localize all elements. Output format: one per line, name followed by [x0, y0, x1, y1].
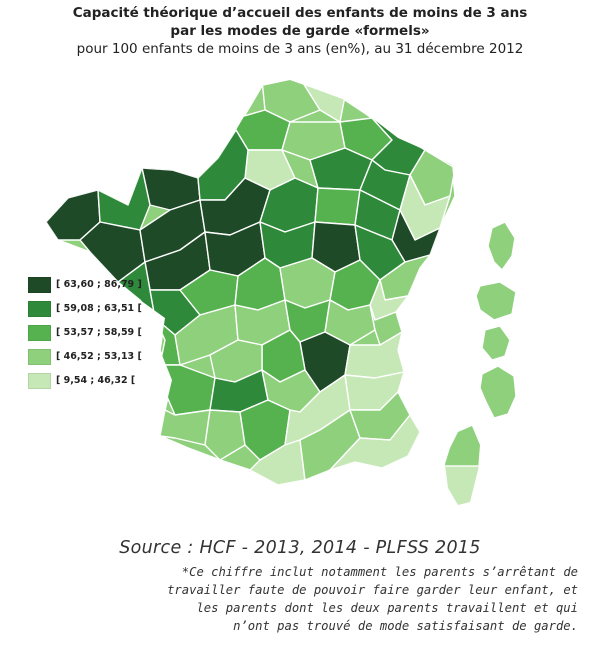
legend-item: [ 63,60 ; 86,79 ]: [28, 276, 188, 293]
footnote-line-1: *Ce chiffre inclut notamment les parents…: [181, 565, 578, 579]
title-line-1: Capacité théorique d’accueil des enfants…: [72, 5, 528, 21]
france-map: [45, 79, 517, 505]
legend-swatch: [28, 300, 51, 317]
legend-swatch: [28, 372, 51, 389]
legend-item: [ 59,08 ; 63,51 [: [28, 300, 188, 317]
footnote: *Ce chiffre inclut notamment les parents…: [18, 563, 578, 635]
legend-label: [ 9,54 ; 46,32 [: [56, 375, 136, 386]
legend-swatch: [28, 276, 51, 293]
legend-label: [ 46,52 ; 53,13 [: [56, 351, 142, 362]
title-line-2: par les modes de garde «formels»: [170, 23, 430, 39]
department-patches: [46, 80, 455, 485]
guyane: [481, 325, 511, 361]
footnote-line-2: travailler faute de pouvoir faire garder…: [167, 583, 578, 597]
legend-label: [ 59,08 ; 63,51 [: [56, 303, 142, 314]
map-title: Capacité théorique d’accueil des enfants…: [0, 4, 600, 58]
map-legend: [ 63,60 ; 86,79 ] [ 59,08 ; 63,51 [ [ 53…: [28, 276, 188, 396]
corsica: [445, 426, 480, 505]
title-line-3: pour 100 enfants de moins de 3 ans (en%)…: [76, 41, 524, 57]
legend-item: [ 53,57 ; 58,59 [: [28, 324, 188, 341]
reunion: [479, 365, 517, 419]
footnote-line-3: les parents dont les deux parents travai…: [196, 601, 578, 615]
legend-item: [ 9,54 ; 46,32 [: [28, 372, 188, 389]
legend-label: [ 53,57 ; 58,59 [: [56, 327, 142, 338]
source-line: Source : HCF - 2013, 2014 - PLFSS 2015: [119, 538, 481, 558]
martinique: [475, 281, 517, 321]
overseas-departments: [475, 221, 517, 419]
legend-swatch: [28, 348, 51, 365]
legend-item: [ 46,52 ; 53,13 [: [28, 348, 188, 365]
footnote-line-4: n’ont pas trouvé de mode satisfaisant de…: [233, 619, 578, 633]
guadeloupe: [487, 221, 516, 272]
legend-swatch: [28, 324, 51, 341]
legend-label: [ 63,60 ; 86,79 ]: [56, 279, 142, 290]
